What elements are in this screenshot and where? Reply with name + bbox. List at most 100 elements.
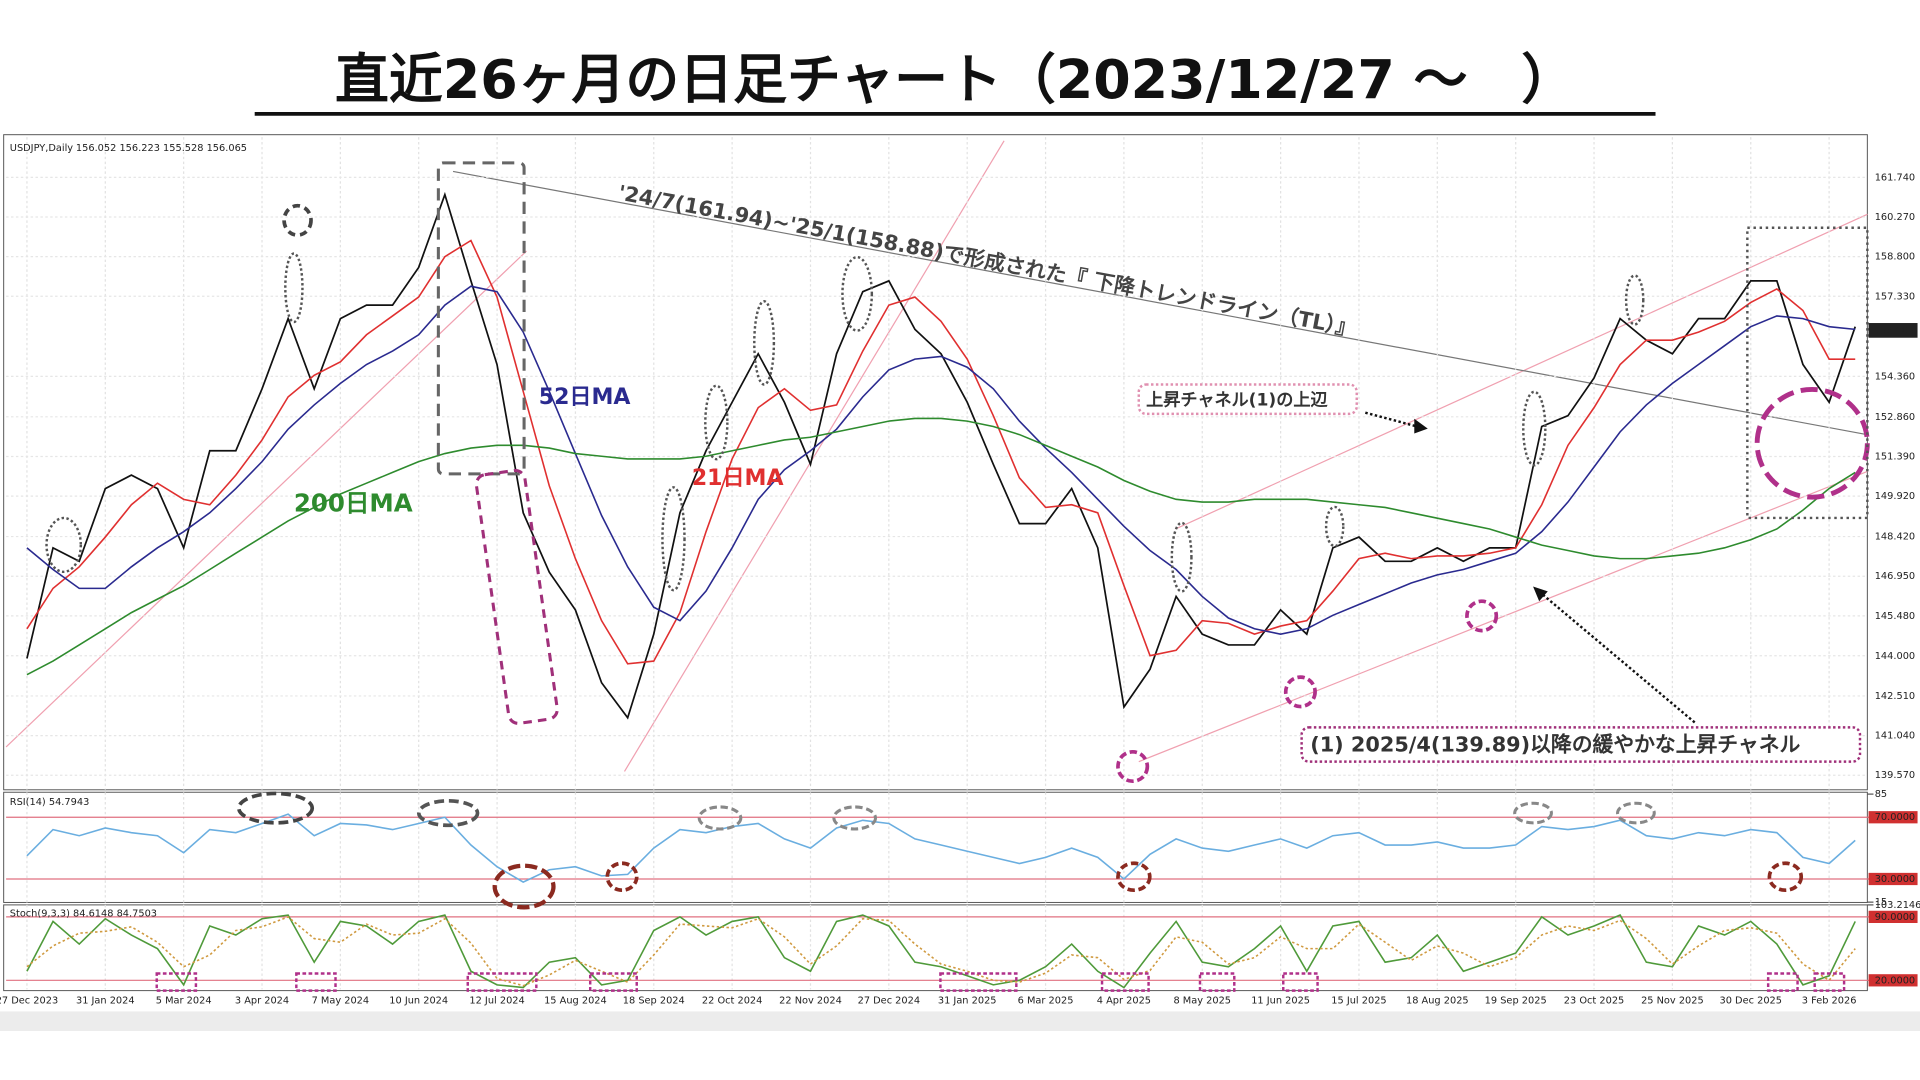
marker	[1513, 801, 1553, 825]
price-panel	[3, 134, 1868, 791]
series-line	[26, 239, 1856, 665]
marker	[284, 252, 304, 324]
series-line	[26, 285, 1856, 635]
x-tick-label: 22 Nov 2024	[779, 995, 842, 1006]
arrow-head	[1414, 418, 1428, 434]
level-box	[1868, 974, 1918, 987]
x-tick-label: 30 Dec 2025	[1720, 995, 1783, 1006]
drop-box	[474, 468, 559, 725]
marker	[1283, 675, 1317, 709]
y-tick-label: 146.950	[1875, 571, 1915, 582]
channel-upper	[1175, 213, 1868, 530]
x-tick-label: 25 Nov 2025	[1641, 995, 1704, 1006]
marker	[1282, 972, 1319, 992]
marker	[1766, 972, 1799, 992]
ma-label: 200日MA	[294, 488, 413, 517]
marker	[1324, 505, 1345, 548]
level-box	[1868, 811, 1918, 824]
y-tick-label: 139.570	[1875, 770, 1915, 781]
x-tick-label: 18 Sep 2024	[623, 995, 685, 1006]
x-tick-label: 3 Apr 2024	[235, 995, 289, 1006]
channel-lower	[1138, 470, 1868, 763]
marker	[1170, 521, 1193, 593]
marker	[1616, 801, 1656, 825]
y-tick-label: 160.270	[1875, 212, 1915, 223]
x-tick-label: 6 Mar 2025	[1018, 995, 1074, 1006]
x-tick-label: 3 Feb 2026	[1802, 995, 1857, 1006]
tab-bar	[0, 1011, 1920, 1032]
channel-top-note: 上昇チャネル(1)の上辺	[1146, 390, 1328, 410]
marker	[1754, 386, 1870, 500]
y-tick-label: 70.0000	[1875, 812, 1915, 823]
stoch-panel	[3, 904, 1868, 992]
arrow	[1539, 591, 1696, 724]
y-tick-label: 154.360	[1875, 371, 1915, 382]
level-box	[1868, 910, 1918, 923]
x-tick-label: 5 Mar 2024	[156, 995, 212, 1006]
marker	[939, 972, 1018, 992]
y-tick-label: 158.800	[1875, 252, 1915, 263]
y-tick-label: 142.510	[1875, 691, 1915, 702]
note-box	[1137, 383, 1358, 416]
y-tick-label: 148.420	[1875, 532, 1915, 543]
marker	[236, 791, 315, 825]
marker	[832, 805, 878, 831]
x-tick-label: 18 Aug 2025	[1406, 995, 1469, 1006]
page-title: 直近26ヶ月の日足チャート（2023/12/27 ～ ）	[335, 48, 1575, 111]
down-trendline	[452, 170, 1868, 436]
y-tick-label: 103.2146	[1875, 900, 1920, 911]
marker	[661, 486, 686, 592]
ma-label: 21日MA	[692, 466, 784, 491]
marker	[466, 972, 538, 992]
x-tick-label: 19 Sep 2025	[1485, 995, 1547, 1006]
marker	[605, 861, 639, 893]
x-tick-label: 27 Dec 2024	[858, 995, 921, 1006]
y-tick-label: 157.330	[1875, 291, 1915, 302]
marker	[295, 972, 337, 992]
last-price-box	[1868, 323, 1918, 338]
x-tick-label: 27 Dec 2023	[0, 995, 58, 1006]
x-tick-label: 15 Aug 2024	[544, 995, 607, 1006]
y-tick-label: 151.390	[1875, 451, 1915, 462]
x-tick-label: 15 Jul 2025	[1331, 995, 1386, 1006]
annotation-layer	[5, 137, 1874, 990]
x-tick-label: 7 May 2024	[312, 995, 370, 1006]
last-price-label: 156.065	[1873, 325, 1913, 336]
marker	[588, 972, 638, 992]
ohlc: 156.052 156.223 155.528 156.065	[76, 143, 247, 154]
series-line	[26, 813, 1856, 884]
marker	[282, 203, 313, 237]
marker	[704, 384, 729, 461]
marker	[1116, 861, 1152, 893]
marker	[1522, 390, 1547, 467]
y-tick-label: 85	[1875, 789, 1887, 800]
y-tick-label: 144.000	[1875, 651, 1915, 662]
marker	[1198, 972, 1236, 992]
marker	[1100, 972, 1150, 992]
x-tick-label: 22 Oct 2024	[702, 995, 762, 1006]
y-tick-label: 149.920	[1875, 491, 1915, 502]
x-tick-label: 11 Jun 2025	[1251, 995, 1310, 1006]
marker	[1624, 274, 1645, 326]
marker	[1465, 599, 1499, 633]
series-line	[26, 417, 1856, 676]
note-box	[1300, 726, 1862, 763]
panel-title: RSI(14) 54.7943	[10, 797, 90, 808]
y-tick-label: 152.860	[1875, 412, 1915, 423]
marker	[155, 972, 198, 992]
marker	[1767, 861, 1804, 893]
marker	[753, 300, 776, 386]
focus-box	[1746, 226, 1869, 520]
y-tick-label: 15	[1875, 897, 1887, 908]
marker	[416, 798, 480, 828]
marker	[697, 805, 743, 831]
level-box	[1868, 872, 1918, 886]
channel-note: (1) 2025/4(139.89)以降の緩やかな上昇チャネル	[1310, 733, 1800, 757]
y-tick-label: 161.740	[1875, 172, 1915, 183]
marker	[841, 255, 874, 332]
panel-title: Stoch(9,3,3) 84.6148 84.7503	[10, 908, 157, 919]
ma-label: 52日MA	[539, 385, 631, 410]
marker	[1813, 972, 1846, 992]
